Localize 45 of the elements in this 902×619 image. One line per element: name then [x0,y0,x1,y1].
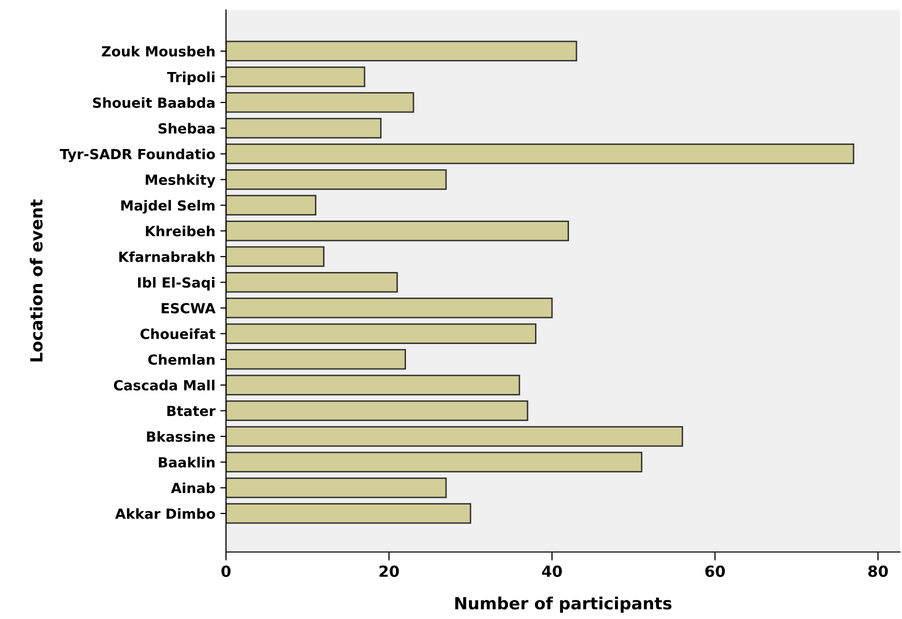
bar [226,426,684,447]
y-tick-label: Zouk Mousbeh [102,46,214,57]
x-tick-label: 80 [868,565,888,578]
bar [226,246,324,267]
bar [226,40,578,62]
bar [226,349,406,370]
y-tick-label: Tripoli [167,72,214,85]
bar [226,452,642,472]
bar [226,298,553,318]
y-tick-label: Shebaa [158,122,214,134]
bar [226,272,398,293]
bar [226,92,414,113]
y-tick-label: Ibl El-Saqi [138,277,214,290]
y-tick-label: Tyr-SADR Foundatio [60,148,215,162]
y-tick-label: Ainab [170,482,215,494]
y-tick-label: Cascada Mall [114,380,214,391]
bar [226,66,366,88]
bar [226,220,569,242]
x-axis-title: Number of participants [455,596,672,613]
bar [226,503,472,524]
bar [226,118,382,138]
y-tick-label: Baaklin [158,456,214,468]
y-tick-label: Btater [167,406,216,416]
y-tick-label: Bkassine [147,431,215,442]
bar [226,374,520,396]
y-tick-label: Chemlan [148,354,214,365]
bar [226,194,316,216]
bar [226,144,854,164]
bar [226,323,536,344]
y-tick-label: Khreibeh [146,226,214,236]
x-tick-label: 60 [705,565,725,578]
x-tick-label: 0 [221,565,231,578]
x-tick-label: 20 [380,565,399,578]
y-tick-label: Akkar Dimbo [115,508,215,519]
y-tick-label: Kfarnabrakh [119,251,214,262]
x-tick-label: 40 [542,565,562,578]
y-tick-label: ESCWA [162,302,216,314]
bar [226,400,528,422]
y-tick-label: Meshkity [146,174,216,188]
y-axis-title: Location of event [30,199,43,362]
bar [226,477,447,498]
y-tick-label: Shoueit Baabda [93,97,214,108]
y-tick-label: Majdel Selm [121,200,214,214]
bar [226,169,447,190]
y-tick-label: Choueifat [140,328,216,340]
